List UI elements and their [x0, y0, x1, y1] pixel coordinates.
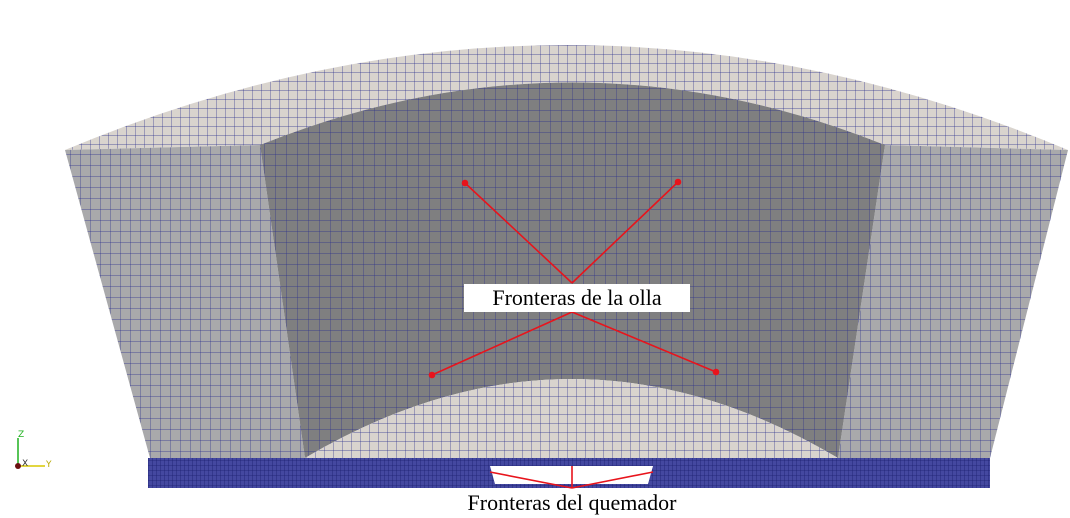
x-axis	[15, 463, 21, 469]
page: Fronteras de la olla Fronteras del quema…	[0, 0, 1070, 518]
axes-triad: Z X Y	[15, 430, 52, 470]
mesh	[65, 45, 1068, 488]
x-label: X	[22, 459, 28, 469]
y-label: Y	[45, 460, 52, 470]
z-label: Z	[18, 430, 24, 440]
pointer-dot	[676, 180, 681, 185]
mesh-view: Fronteras de la olla Fronteras del quema…	[0, 0, 1070, 518]
pointer-dot	[430, 373, 435, 378]
burner-label: Fronteras del quemador	[468, 490, 678, 515]
pot-label: Fronteras de la olla	[492, 285, 661, 310]
pointer-dot	[714, 370, 719, 375]
pointer-dot	[463, 181, 468, 186]
